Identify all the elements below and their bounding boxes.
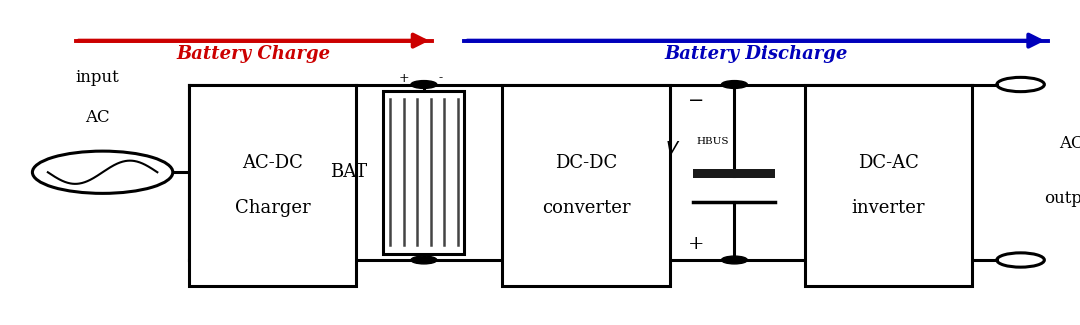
Circle shape <box>721 256 747 264</box>
Bar <box>502 84 670 286</box>
Bar <box>693 169 775 178</box>
Text: $\it{V}$: $\it{V}$ <box>665 140 680 159</box>
Text: DC-AC: DC-AC <box>858 153 919 172</box>
Text: inverter: inverter <box>851 199 926 217</box>
Text: -: - <box>438 72 442 84</box>
Circle shape <box>411 81 436 88</box>
Text: +: + <box>399 72 409 84</box>
Text: +: + <box>688 235 705 253</box>
Text: DC-DC: DC-DC <box>555 153 617 172</box>
Text: input: input <box>76 70 119 86</box>
Circle shape <box>721 81 747 88</box>
Text: Battery Discharge: Battery Discharge <box>664 45 848 63</box>
Text: BAT: BAT <box>330 163 367 181</box>
Circle shape <box>411 256 436 264</box>
Text: output: output <box>1043 190 1080 207</box>
Text: Charger: Charger <box>234 199 311 217</box>
Text: converter: converter <box>542 199 630 217</box>
Bar <box>805 84 972 286</box>
Text: AC: AC <box>85 109 109 125</box>
Text: AC: AC <box>1059 135 1080 151</box>
Text: −: − <box>688 92 705 110</box>
Bar <box>189 84 356 286</box>
Text: Battery Charge: Battery Charge <box>177 45 330 63</box>
Bar <box>383 91 464 254</box>
Text: AC-DC: AC-DC <box>242 153 303 172</box>
Text: HBUS: HBUS <box>697 137 729 146</box>
